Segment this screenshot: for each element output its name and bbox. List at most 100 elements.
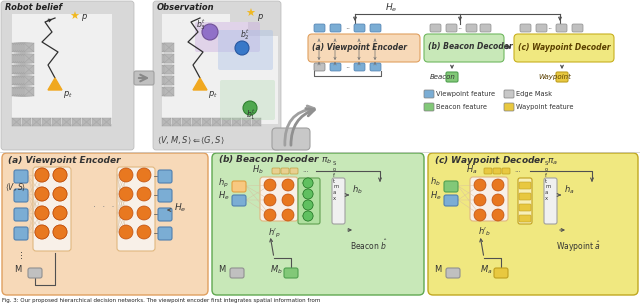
Bar: [102, 118, 111, 126]
Circle shape: [119, 225, 133, 239]
Text: $h'_p$: $h'_p$: [268, 226, 282, 240]
Bar: [162, 76, 172, 85]
Circle shape: [53, 187, 67, 201]
Text: ..: ..: [457, 22, 462, 31]
Bar: [182, 118, 191, 126]
Bar: [18, 65, 28, 74]
Bar: [14, 54, 24, 63]
Text: ..: ..: [547, 22, 552, 31]
Bar: [16, 87, 26, 96]
Text: $b_1^t$: $b_1^t$: [246, 107, 256, 123]
FancyBboxPatch shape: [260, 177, 298, 221]
FancyBboxPatch shape: [502, 168, 510, 174]
FancyBboxPatch shape: [28, 268, 42, 278]
Circle shape: [119, 168, 133, 182]
FancyBboxPatch shape: [370, 24, 381, 32]
Circle shape: [53, 225, 67, 239]
Polygon shape: [48, 78, 62, 90]
Bar: [12, 43, 22, 52]
FancyBboxPatch shape: [195, 22, 260, 52]
Text: (c) Waypoint Decoder: (c) Waypoint Decoder: [518, 43, 611, 51]
Text: Beacon feature: Beacon feature: [436, 104, 487, 110]
Bar: [18, 87, 28, 96]
FancyBboxPatch shape: [281, 168, 289, 174]
Bar: [20, 43, 30, 52]
Bar: [192, 118, 201, 126]
Bar: [164, 87, 174, 96]
FancyBboxPatch shape: [153, 1, 281, 150]
Text: ...: ...: [302, 167, 308, 173]
Bar: [222, 118, 231, 126]
Text: (c) Waypoint Decoder $\pi_a$: (c) Waypoint Decoder $\pi_a$: [434, 154, 558, 167]
FancyBboxPatch shape: [232, 181, 246, 192]
FancyBboxPatch shape: [14, 189, 28, 202]
FancyBboxPatch shape: [556, 24, 567, 32]
Bar: [18, 54, 28, 63]
Text: $p_t$: $p_t$: [63, 89, 73, 100]
FancyBboxPatch shape: [354, 24, 365, 32]
Circle shape: [35, 168, 49, 182]
Bar: [22, 87, 32, 96]
Text: ..: ..: [345, 61, 350, 70]
FancyBboxPatch shape: [2, 153, 208, 295]
Bar: [20, 65, 30, 74]
Bar: [24, 43, 34, 52]
Text: $h'_b$: $h'_b$: [478, 226, 492, 238]
Bar: [20, 87, 30, 96]
Text: S
o
f
t
m
a
x: S o f t m a x: [333, 161, 339, 201]
Bar: [16, 65, 26, 74]
Bar: [14, 43, 24, 52]
FancyBboxPatch shape: [444, 181, 458, 192]
Circle shape: [235, 41, 249, 55]
Circle shape: [35, 168, 49, 182]
Text: $H_e$: $H_e$: [430, 189, 442, 201]
Bar: [202, 118, 211, 126]
Circle shape: [303, 189, 313, 199]
FancyBboxPatch shape: [470, 177, 508, 221]
Text: $h_p$: $h_p$: [218, 176, 228, 189]
Circle shape: [53, 206, 67, 220]
FancyBboxPatch shape: [494, 268, 508, 278]
Text: M: M: [14, 265, 21, 274]
Text: M: M: [218, 265, 225, 274]
Circle shape: [35, 206, 49, 220]
Circle shape: [303, 211, 313, 221]
Bar: [24, 65, 34, 74]
FancyBboxPatch shape: [370, 63, 381, 71]
Bar: [14, 76, 24, 85]
Polygon shape: [162, 14, 258, 124]
FancyBboxPatch shape: [218, 30, 273, 70]
Circle shape: [202, 24, 218, 40]
Circle shape: [303, 178, 313, 188]
Text: Robot belief: Robot belief: [5, 3, 62, 12]
FancyBboxPatch shape: [230, 268, 244, 278]
Circle shape: [35, 225, 49, 239]
Circle shape: [243, 101, 257, 115]
FancyBboxPatch shape: [290, 168, 298, 174]
FancyBboxPatch shape: [466, 24, 477, 32]
Text: Waypoint feature: Waypoint feature: [516, 104, 573, 110]
Circle shape: [282, 194, 294, 206]
Bar: [16, 54, 26, 63]
FancyBboxPatch shape: [232, 195, 246, 206]
FancyBboxPatch shape: [430, 24, 441, 32]
Circle shape: [474, 194, 486, 206]
Bar: [12, 14, 112, 124]
Polygon shape: [193, 78, 207, 90]
Text: (a) Viewpoint Encoder: (a) Viewpoint Encoder: [8, 156, 120, 165]
Circle shape: [303, 200, 313, 210]
FancyBboxPatch shape: [504, 103, 514, 111]
Bar: [14, 87, 24, 96]
Bar: [24, 54, 34, 63]
Bar: [22, 76, 32, 85]
FancyBboxPatch shape: [544, 178, 557, 224]
Circle shape: [492, 194, 504, 206]
Text: (b) Beacon Decoder: (b) Beacon Decoder: [428, 43, 513, 51]
Text: $h_a$: $h_a$: [564, 184, 575, 197]
Bar: [162, 43, 172, 52]
Text: $p_t$: $p_t$: [208, 89, 218, 100]
Polygon shape: [12, 14, 112, 124]
FancyBboxPatch shape: [446, 268, 460, 278]
Bar: [42, 118, 51, 126]
FancyBboxPatch shape: [272, 128, 310, 150]
